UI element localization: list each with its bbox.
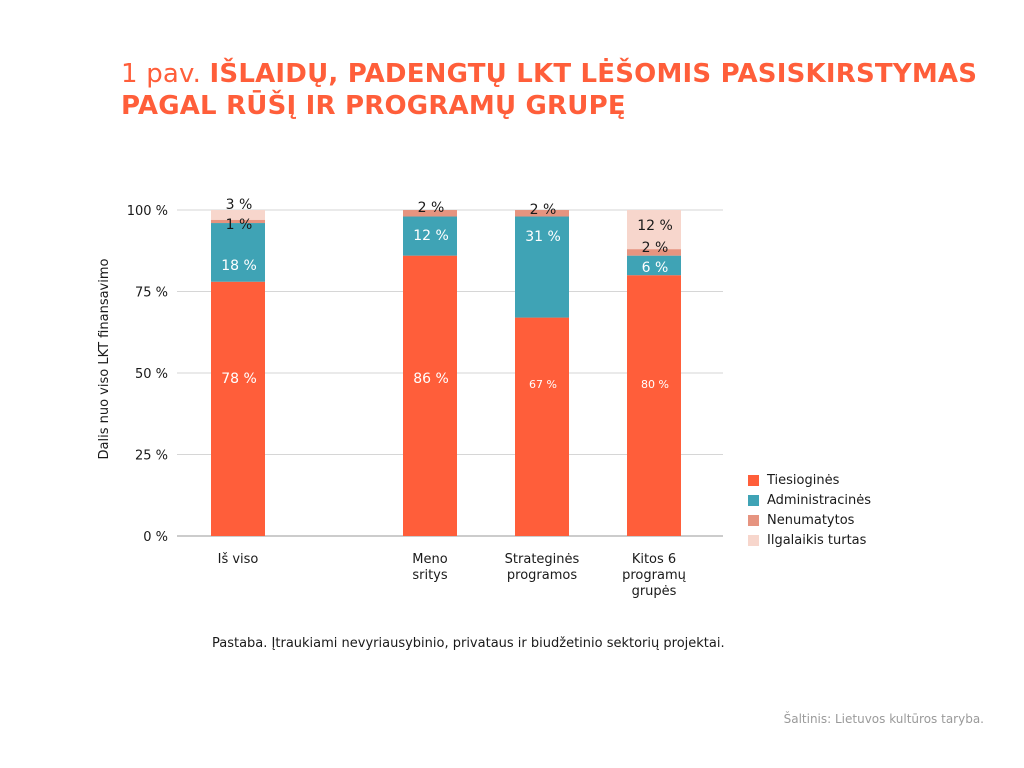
data-label: 12 % [413, 228, 449, 244]
y-tick-label: 25 % [135, 449, 168, 464]
data-label: 67 % [529, 378, 557, 391]
chart-legend: Tiesioginės Administracinės Nenumatytos Ilg… [748, 470, 871, 550]
legend-item: Nenumatytos [748, 510, 871, 530]
y-tick-label: 50 % [135, 367, 168, 382]
legend-swatch [748, 474, 759, 486]
legend-label: Nenumatytos [767, 512, 855, 528]
data-label: 80 % [641, 378, 669, 391]
data-label: 3 % [226, 197, 253, 213]
data-label: 18 % [221, 258, 257, 274]
x-tick-label: Strateginės [505, 552, 580, 567]
data-label: 31 % [525, 229, 561, 245]
legend-item: Administracinės [748, 490, 871, 510]
x-tick-label: sritys [412, 568, 448, 583]
legend-label: Ilgalaikis turtas [767, 532, 867, 548]
chart-title-main: IŠLAIDŲ, PADENGTŲ LKT LĖŠOMIS PASISKIRST… [121, 59, 978, 121]
data-label: 86 % [413, 371, 449, 387]
x-tick-label: Kitos 6 [632, 552, 676, 567]
data-label: 2 % [418, 200, 445, 216]
legend-item: Ilgalaikis turtas [748, 530, 871, 550]
data-label: 2 % [642, 240, 669, 256]
bar-segment [211, 281, 265, 536]
x-tick-label: Meno [412, 552, 447, 567]
legend-item: Tiesioginės [748, 470, 871, 490]
x-tick-label: Iš viso [218, 552, 259, 567]
y-tick-label: 75 % [135, 286, 168, 301]
data-label: 78 % [221, 371, 257, 387]
bar-segment [627, 249, 681, 256]
x-tick-label: grupės [632, 584, 677, 599]
legend-swatch [748, 494, 759, 506]
chart-note: Pastaba. Įtraukiami nevyriausybinio, pri… [212, 636, 725, 651]
bar-segment [403, 210, 457, 217]
y-tick-label: 100 % [127, 204, 168, 219]
bar-segment [211, 210, 265, 220]
y-tick-label: 0 % [143, 530, 168, 545]
bar-segment [403, 255, 457, 536]
bar-segment [515, 317, 569, 536]
chart-title-lead: 1 pav. [121, 59, 202, 89]
data-label: 6 % [642, 260, 669, 276]
chart-source: Šaltinis: Lietuvos kultūros taryba. [783, 712, 984, 726]
data-label: 12 % [637, 218, 673, 234]
legend-swatch [748, 534, 759, 546]
bar-segment [211, 219, 265, 224]
bar-segment [627, 275, 681, 536]
data-label: 1 % [226, 217, 253, 233]
legend-label: Tiesioginės [767, 472, 840, 488]
bar-segment [515, 216, 569, 318]
y-axis-title: Dalis nuo viso LKT finansavimo [97, 258, 112, 459]
x-tick-label: programos [507, 568, 577, 583]
bar-segment [211, 223, 265, 282]
chart-title: 1 pav. IŠLAIDŲ, PADENGTŲ LKT LĖŠOMIS PAS… [121, 58, 1001, 122]
x-tick-label: programų [622, 568, 686, 583]
bar-segment [627, 210, 681, 250]
legend-swatch [748, 514, 759, 526]
bar-segment [403, 216, 457, 256]
legend-label: Administracinės [767, 492, 871, 508]
data-label: 2 % [530, 202, 557, 218]
bar-segment [627, 255, 681, 276]
bar-segment [515, 210, 569, 217]
